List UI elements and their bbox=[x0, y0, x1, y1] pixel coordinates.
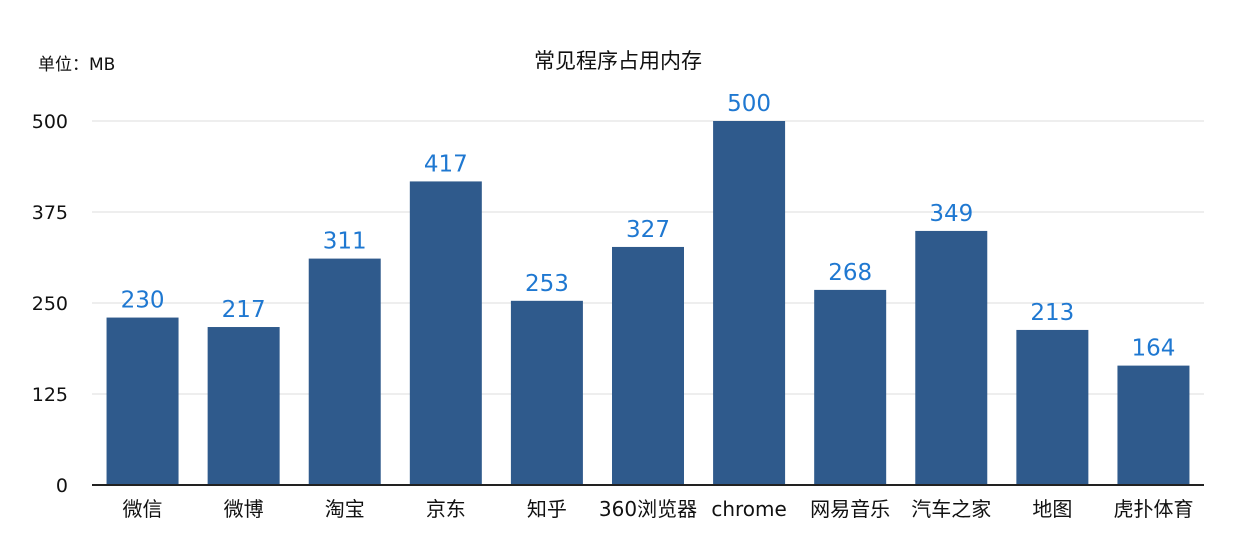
x-tick-label: 京东 bbox=[426, 497, 466, 521]
bar bbox=[814, 289, 887, 485]
bar bbox=[612, 246, 684, 485]
bar bbox=[308, 258, 381, 485]
data-label: 417 bbox=[424, 151, 468, 177]
y-tick-label: 125 bbox=[32, 384, 68, 406]
y-tick-label: 0 bbox=[56, 475, 68, 497]
bar bbox=[510, 300, 583, 485]
bar bbox=[1117, 365, 1190, 485]
data-label: 230 bbox=[121, 288, 165, 314]
y-tick-label: 500 bbox=[32, 111, 68, 133]
bar bbox=[1016, 329, 1089, 485]
bar bbox=[915, 230, 988, 485]
y-tick-label: 375 bbox=[32, 202, 68, 224]
bar bbox=[207, 327, 280, 485]
x-tick-label: 微博 bbox=[224, 497, 264, 521]
y-tick-label: 250 bbox=[32, 293, 68, 315]
x-tick-label: 360浏览器 bbox=[599, 497, 697, 521]
x-tick-label: 网易音乐 bbox=[810, 497, 890, 521]
data-label: 268 bbox=[828, 260, 872, 286]
data-label: 311 bbox=[323, 229, 367, 255]
unit-label: 单位：MB bbox=[38, 55, 116, 75]
x-tick-label: 虎扑体育 bbox=[1113, 497, 1193, 521]
bar bbox=[713, 121, 786, 485]
data-label: 164 bbox=[1132, 336, 1176, 362]
data-label: 217 bbox=[222, 297, 266, 323]
x-tick-label: 汽车之家 bbox=[911, 497, 991, 521]
x-tick-label: chrome bbox=[711, 497, 786, 521]
data-label: 349 bbox=[929, 201, 973, 227]
x-tick-label: 地图 bbox=[1032, 497, 1072, 521]
data-label: 500 bbox=[727, 91, 771, 117]
data-label: 213 bbox=[1030, 300, 1074, 326]
x-tick-label: 知乎 bbox=[527, 497, 567, 521]
chart-title: 常见程序占用内存 bbox=[534, 49, 702, 73]
data-label: 327 bbox=[626, 217, 670, 243]
x-tick-label: 微信 bbox=[123, 497, 163, 521]
bar bbox=[106, 317, 179, 485]
data-label: 253 bbox=[525, 271, 569, 297]
bar bbox=[409, 181, 482, 485]
x-tick-label: 淘宝 bbox=[325, 497, 365, 521]
